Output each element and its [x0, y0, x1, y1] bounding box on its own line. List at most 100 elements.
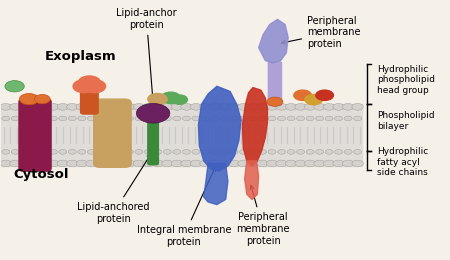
Circle shape: [9, 103, 21, 110]
Circle shape: [335, 150, 342, 154]
Circle shape: [344, 116, 352, 121]
Circle shape: [116, 150, 124, 154]
Circle shape: [276, 103, 287, 110]
Circle shape: [57, 103, 68, 110]
Circle shape: [266, 160, 278, 167]
Circle shape: [249, 116, 257, 121]
Polygon shape: [243, 88, 267, 166]
Circle shape: [202, 116, 210, 121]
Circle shape: [148, 94, 167, 105]
Circle shape: [105, 103, 116, 110]
Circle shape: [38, 103, 50, 110]
Circle shape: [133, 160, 144, 167]
Circle shape: [34, 94, 50, 104]
Circle shape: [248, 103, 259, 110]
Circle shape: [73, 80, 95, 93]
Circle shape: [342, 160, 354, 167]
Circle shape: [209, 103, 220, 110]
Circle shape: [87, 150, 95, 154]
Circle shape: [278, 150, 286, 154]
Circle shape: [126, 116, 133, 121]
Circle shape: [305, 94, 323, 105]
Circle shape: [97, 116, 105, 121]
Circle shape: [209, 160, 220, 167]
Circle shape: [239, 150, 248, 154]
Circle shape: [344, 150, 352, 154]
Circle shape: [29, 103, 40, 110]
Circle shape: [190, 103, 202, 110]
Circle shape: [173, 116, 181, 121]
Circle shape: [59, 116, 67, 121]
Circle shape: [76, 103, 88, 110]
Circle shape: [68, 116, 76, 121]
Circle shape: [171, 95, 187, 104]
Text: Integral membrane
protein: Integral membrane protein: [137, 167, 231, 247]
Circle shape: [143, 160, 154, 167]
Circle shape: [268, 150, 276, 154]
Polygon shape: [204, 164, 228, 205]
Circle shape: [181, 103, 192, 110]
Text: Cytosol: Cytosol: [13, 168, 69, 181]
Polygon shape: [245, 161, 259, 199]
Circle shape: [219, 160, 230, 167]
Circle shape: [59, 150, 67, 154]
Circle shape: [171, 160, 183, 167]
Circle shape: [259, 150, 266, 154]
Circle shape: [259, 116, 266, 121]
Circle shape: [306, 150, 314, 154]
FancyBboxPatch shape: [32, 99, 51, 171]
Circle shape: [154, 116, 162, 121]
Circle shape: [324, 103, 335, 110]
Circle shape: [78, 150, 86, 154]
Circle shape: [5, 81, 24, 92]
Circle shape: [21, 150, 29, 154]
Circle shape: [192, 150, 200, 154]
Circle shape: [354, 150, 362, 154]
Circle shape: [249, 150, 257, 154]
Text: Lipid-anchored
protein: Lipid-anchored protein: [77, 154, 151, 224]
Circle shape: [333, 103, 344, 110]
Circle shape: [257, 160, 268, 167]
Circle shape: [76, 160, 88, 167]
Circle shape: [19, 160, 31, 167]
Circle shape: [11, 116, 19, 121]
Circle shape: [67, 160, 78, 167]
Circle shape: [152, 160, 164, 167]
Circle shape: [0, 103, 12, 110]
Circle shape: [95, 160, 107, 167]
Bar: [23, 130, 48, 140]
Circle shape: [29, 160, 40, 167]
Circle shape: [48, 160, 59, 167]
FancyBboxPatch shape: [81, 87, 98, 114]
Circle shape: [163, 150, 171, 154]
Circle shape: [287, 150, 295, 154]
Circle shape: [50, 150, 57, 154]
Text: Hydrophilic
fatty acyl
side chains: Hydrophilic fatty acyl side chains: [378, 147, 429, 177]
Circle shape: [228, 160, 240, 167]
Circle shape: [285, 103, 297, 110]
Circle shape: [163, 116, 171, 121]
Circle shape: [335, 116, 342, 121]
Circle shape: [50, 116, 57, 121]
Polygon shape: [198, 86, 241, 171]
Circle shape: [238, 160, 249, 167]
Circle shape: [135, 150, 143, 154]
Text: Exoplasm: Exoplasm: [45, 50, 117, 63]
Circle shape: [200, 160, 211, 167]
Circle shape: [87, 116, 95, 121]
Circle shape: [0, 160, 12, 167]
Circle shape: [276, 160, 287, 167]
Circle shape: [11, 150, 19, 154]
Circle shape: [304, 103, 316, 110]
Circle shape: [40, 116, 48, 121]
Circle shape: [352, 160, 363, 167]
Circle shape: [285, 160, 297, 167]
FancyBboxPatch shape: [268, 62, 282, 106]
Circle shape: [162, 160, 173, 167]
Circle shape: [181, 160, 192, 167]
Circle shape: [97, 150, 105, 154]
Circle shape: [105, 160, 116, 167]
Circle shape: [267, 97, 283, 106]
Circle shape: [21, 116, 29, 121]
Circle shape: [2, 150, 10, 154]
